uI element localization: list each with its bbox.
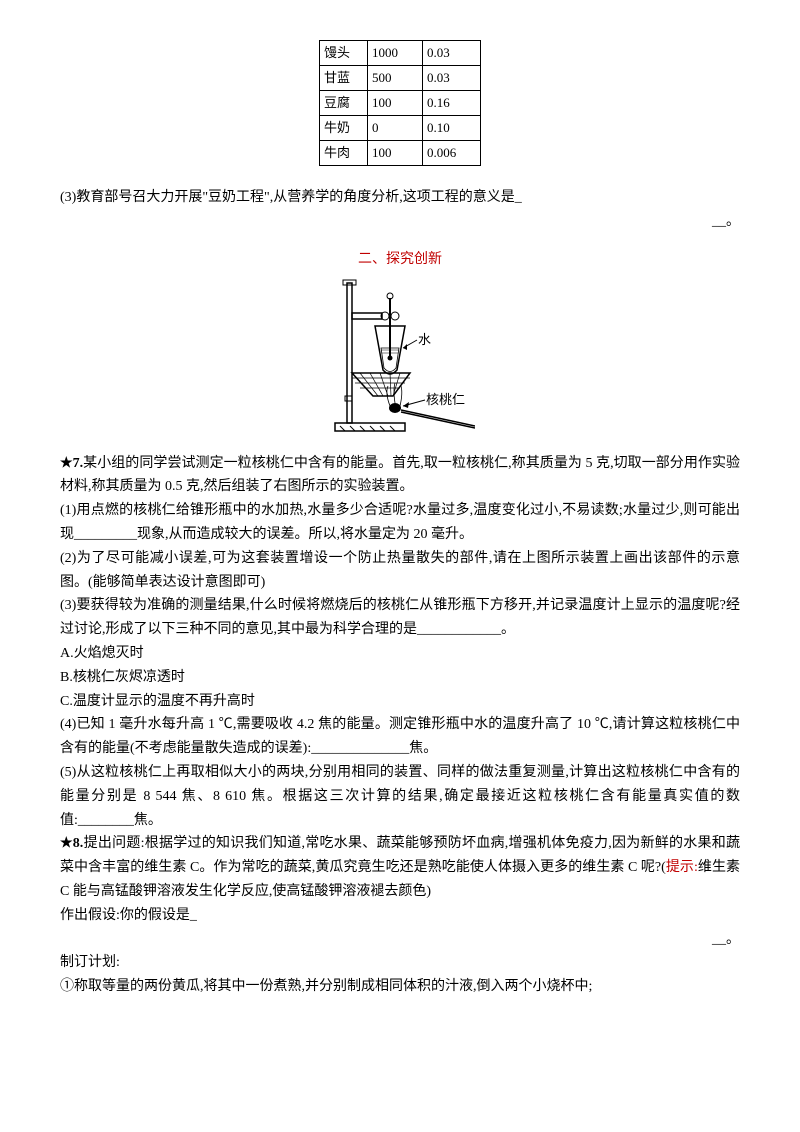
question-7-prefix: ★7. — [60, 456, 83, 471]
question-8-plan: 制订计划: — [60, 951, 740, 975]
option-a: A.火焰熄灭时 — [60, 642, 740, 666]
question-8-hypothesis-tail: __。 — [60, 928, 740, 952]
question-3: (3)教育部号召大力开展"豆奶工程",从营养学的角度分析,这项工程的意义是_ — [60, 186, 740, 210]
value1-cell: 500 — [368, 66, 423, 91]
value1-cell: 100 — [368, 91, 423, 116]
question-8-hypothesis: 作出假设:你的假设是_ — [60, 904, 740, 928]
question-8-ask-post: ) — [426, 884, 431, 899]
question-7-part3: (3)要获得较为准确的测量结果,什么时候将燃烧后的核桃仁从锥形瓶下方移开,并记录… — [60, 594, 740, 642]
table-row: 牛奶 0 0.10 — [320, 116, 481, 141]
question-7-part1: (1)用点燃的核桃仁给锥形瓶中的水加热,水量多少合适呢?水量过多,温度变化过小,… — [60, 499, 740, 547]
value2-cell: 0.03 — [423, 66, 481, 91]
apparatus-icon: 水 核桃仁 — [325, 278, 475, 433]
food-cell: 豆腐 — [320, 91, 368, 116]
section-2-title: 二、探究创新 — [60, 248, 740, 272]
experiment-figure: 水 核桃仁 — [60, 278, 740, 442]
question-8-prefix: ★8. — [60, 836, 83, 851]
value2-cell: 0.03 — [423, 41, 481, 66]
value1-cell: 0 — [368, 116, 423, 141]
option-c: C.温度计显示的温度不再升高时 — [60, 690, 740, 714]
value2-cell: 0.16 — [423, 91, 481, 116]
question-7-part2: (2)为了尽可能减小误差,可为这套装置增设一个防止热量散失的部件,请在上图所示装… — [60, 547, 740, 595]
question-3-tail: __。 — [60, 210, 740, 234]
table-row: 馒头 1000 0.03 — [320, 41, 481, 66]
option-b: B.核桃仁灰烬凉透时 — [60, 666, 740, 690]
question-7-intro-text: 某小组的同学尝试测定一粒核桃仁中含有的能量。首先,取一粒核桃仁,称其质量为 5 … — [60, 456, 740, 495]
question-8-ask: ★8.提出问题:根据学过的知识我们知道,常吃水果、蔬菜能够预防坏血病,增强机体免… — [60, 832, 740, 903]
question-7-intro: ★7.某小组的同学尝试测定一粒核桃仁中含有的能量。首先,取一粒核桃仁,称其质量为… — [60, 452, 740, 500]
hint-label: 提示: — [666, 860, 698, 875]
food-cell: 馒头 — [320, 41, 368, 66]
food-nutrition-table: 馒头 1000 0.03 甘蓝 500 0.03 豆腐 100 0.16 牛奶 … — [319, 40, 481, 166]
food-cell: 甘蓝 — [320, 66, 368, 91]
table-row: 甘蓝 500 0.03 — [320, 66, 481, 91]
question-7-part5: (5)从这粒核桃仁上再取相似大小的两块,分别用相同的装置、同样的做法重复测量,计… — [60, 761, 740, 832]
question-8-step1: ①称取等量的两份黄瓜,将其中一份煮熟,并分别制成相同体积的汁液,倒入两个小烧杯中… — [60, 975, 740, 999]
table-row: 豆腐 100 0.16 — [320, 91, 481, 116]
walnut-label: 核桃仁 — [426, 392, 465, 407]
question-7-part4: (4)已知 1 毫升水每升高 1 ℃,需要吸收 4.2 焦的能量。测定锥形瓶中水… — [60, 713, 740, 761]
value1-cell: 100 — [368, 141, 423, 166]
food-cell: 牛奶 — [320, 116, 368, 141]
value2-cell: 0.006 — [423, 141, 481, 166]
question-8-ask-pre: 提出问题:根据学过的知识我们知道,常吃水果、蔬菜能够预防坏血病,增强机体免疫力,… — [60, 836, 740, 875]
food-cell: 牛肉 — [320, 141, 368, 166]
value1-cell: 1000 — [368, 41, 423, 66]
water-label: 水 — [418, 332, 431, 347]
table-row: 牛肉 100 0.006 — [320, 141, 481, 166]
value2-cell: 0.10 — [423, 116, 481, 141]
